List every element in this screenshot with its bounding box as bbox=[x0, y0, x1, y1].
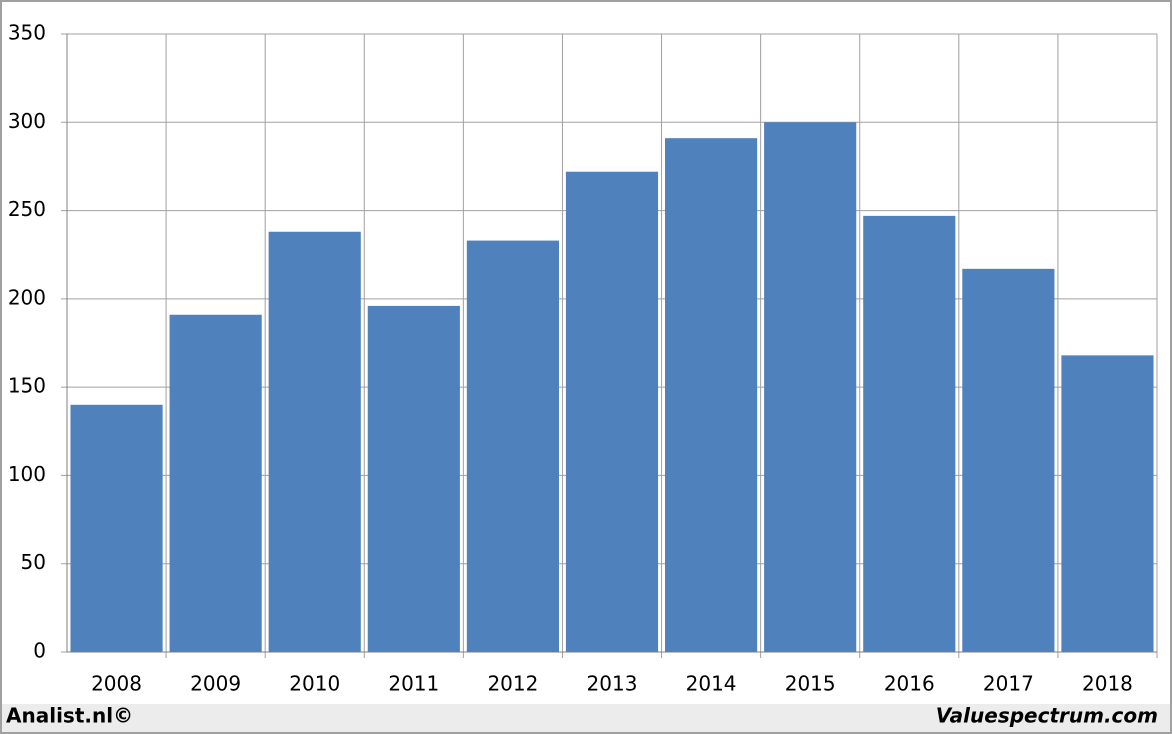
bar bbox=[70, 404, 163, 652]
x-tick-label: 2013 bbox=[587, 672, 638, 696]
y-tick-label: 0 bbox=[33, 639, 46, 663]
bar bbox=[268, 231, 361, 652]
bar bbox=[565, 171, 659, 652]
x-tick-label: 2018 bbox=[1082, 672, 1133, 696]
footer-right: Valuespectrum.com bbox=[936, 704, 1158, 728]
x-tick-label: 2009 bbox=[190, 672, 241, 696]
footer-band bbox=[2, 704, 1170, 732]
bar bbox=[962, 268, 1055, 652]
y-tick-label: 50 bbox=[21, 550, 46, 574]
y-tick-label: 200 bbox=[8, 285, 46, 309]
bar bbox=[764, 122, 857, 653]
x-tick-label: 2010 bbox=[289, 672, 340, 696]
x-tick-label: 2016 bbox=[884, 672, 935, 696]
y-tick-label: 300 bbox=[8, 109, 46, 133]
x-tick-label: 2017 bbox=[983, 672, 1034, 696]
bar bbox=[367, 305, 460, 652]
x-tick-label: 2015 bbox=[785, 672, 836, 696]
y-tick-label: 100 bbox=[8, 462, 46, 486]
x-tick-label: 2011 bbox=[388, 672, 439, 696]
y-tick-label: 250 bbox=[8, 197, 46, 221]
bar bbox=[169, 314, 262, 652]
y-tick-label: 350 bbox=[8, 21, 46, 45]
x-tick-label: 2008 bbox=[91, 672, 142, 696]
bar bbox=[665, 138, 758, 653]
y-tick-label: 150 bbox=[8, 374, 46, 398]
bar bbox=[863, 215, 956, 652]
x-tick-label: 2014 bbox=[686, 672, 737, 696]
footer-left: Analist.nl© bbox=[6, 704, 133, 728]
bar bbox=[1061, 355, 1154, 652]
x-tick-label: 2012 bbox=[487, 672, 538, 696]
bar bbox=[466, 240, 559, 653]
